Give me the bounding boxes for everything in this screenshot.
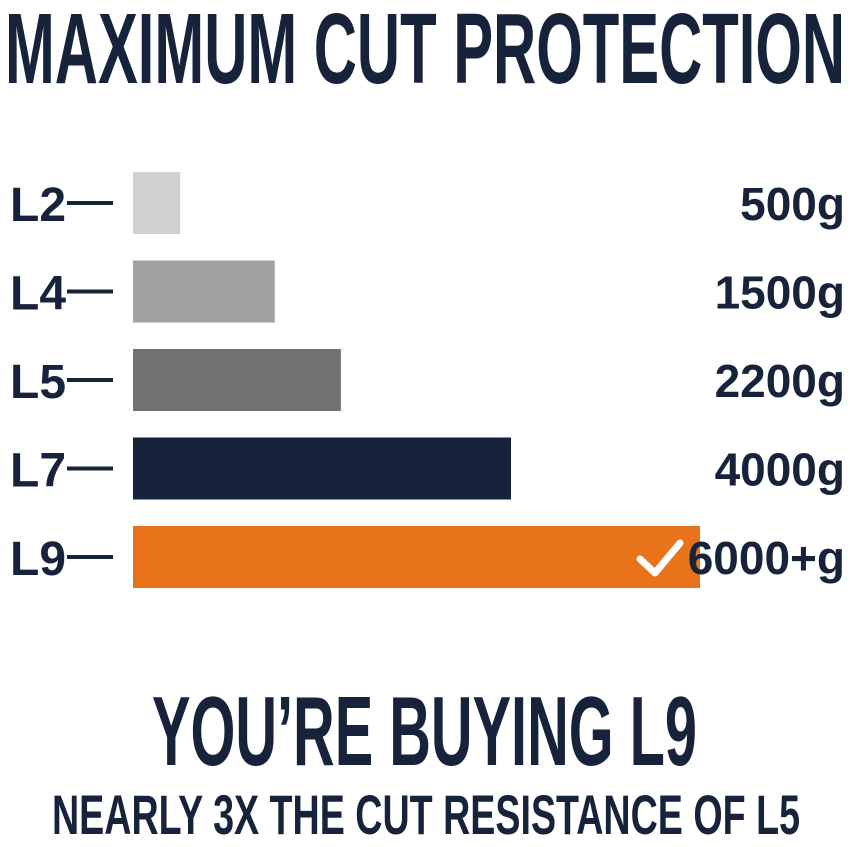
headline: YOU’RE BUYING L9: [152, 676, 697, 786]
value-label: 2200g: [715, 355, 845, 407]
category-label: L2: [10, 179, 66, 232]
value-label: 1500g: [715, 267, 845, 319]
bar: [133, 349, 341, 411]
value-label: 6000+g: [688, 532, 845, 584]
bar: [133, 437, 511, 500]
chart-title: MAXIMUM CUT PROTECTION: [5, 0, 845, 105]
category-label: L5: [10, 356, 66, 409]
bar: [133, 526, 700, 588]
value-label: 500g: [740, 178, 845, 230]
category-label: L7: [10, 445, 66, 498]
subheadline: NEARLY 3X THE CUT RESISTANCE OF L5: [52, 783, 800, 842]
bar: [133, 260, 275, 323]
bar: [133, 172, 181, 234]
category-label: L4: [10, 268, 66, 321]
check-icon: [636, 539, 684, 577]
category-label: L9: [10, 533, 66, 586]
value-label: 4000g: [715, 444, 845, 496]
